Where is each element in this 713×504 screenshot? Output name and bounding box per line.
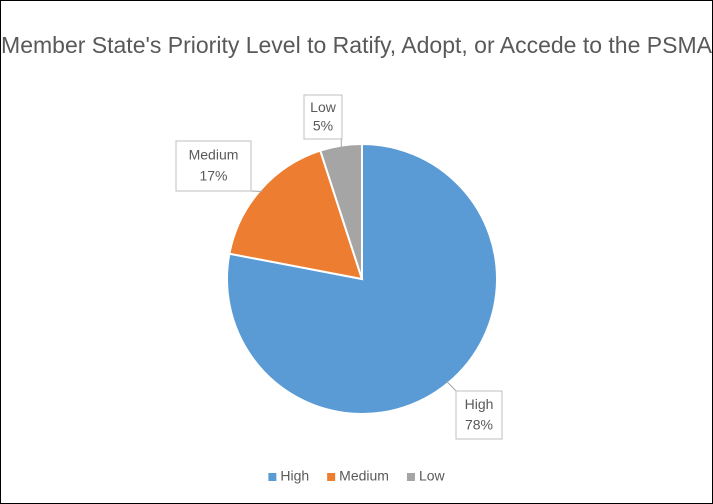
legend-swatch bbox=[268, 473, 277, 481]
data-label-category: Low bbox=[310, 99, 337, 115]
leader-line bbox=[250, 190, 263, 193]
legend-label: Low bbox=[419, 468, 446, 484]
data-label-value: 78% bbox=[465, 416, 493, 432]
leader-line bbox=[445, 380, 457, 392]
data-label-value: 17% bbox=[199, 168, 227, 184]
data-label-box bbox=[175, 140, 252, 192]
legend-swatch bbox=[406, 473, 415, 481]
pie-slice bbox=[228, 149, 364, 281]
data-label-category: High bbox=[465, 396, 494, 412]
legend: High Medium Low bbox=[268, 468, 446, 484]
legend-label: Medium bbox=[339, 468, 389, 484]
data-label-box bbox=[303, 94, 343, 140]
data-label-category: Medium bbox=[189, 147, 239, 163]
legend-swatch bbox=[327, 473, 336, 481]
legend-label: High bbox=[280, 468, 309, 484]
data-label-value: 5% bbox=[313, 117, 333, 133]
chart-title: Member State's Priority Level to Ratify,… bbox=[1, 32, 712, 58]
data-label-box bbox=[455, 390, 503, 440]
